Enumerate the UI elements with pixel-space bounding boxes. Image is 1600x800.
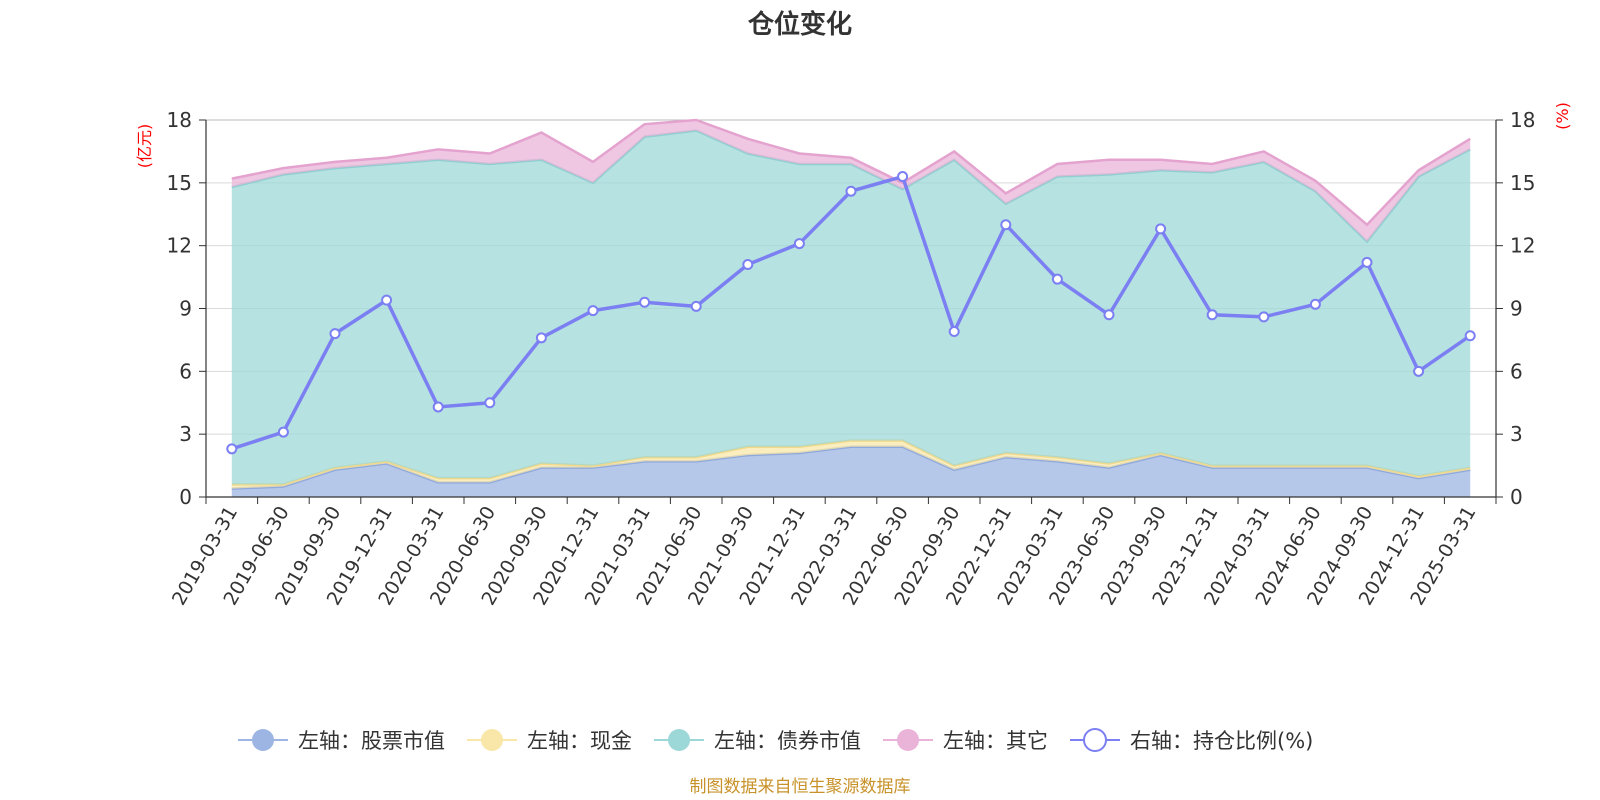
legend-label: 左轴：其它 [943,729,1048,753]
ratio-point [484,397,496,409]
legend[interactable]: 左轴：股票市值 左轴：现金 左轴：债券市值 左轴：其它 右轴：持仓比例(%) [238,728,1313,753]
data-source-note: 制图数据来自恒生聚源数据库 [690,777,911,797]
legend-item[interactable]: 左轴：股票市值 [238,729,445,753]
area-4 [231,120,1471,242]
ratio-point [1413,365,1425,377]
legend-item[interactable]: 左轴：债券市值 [654,729,861,753]
ratio-point [1309,298,1321,310]
left-tick-label: 0 [179,485,192,509]
ratio-point [1051,273,1063,285]
ratio-point [948,326,960,338]
ratio-point [1258,311,1270,323]
ratio-point [432,401,444,413]
ratio-point [1464,330,1476,342]
ratio-point [690,300,702,312]
ratio-point [1206,309,1218,321]
area-layers [231,118,1471,497]
left-tick-label: 12 [167,234,192,258]
right-tick-label: 18 [1510,108,1535,132]
legend-marker [668,729,690,751]
ratio-point [639,296,651,308]
ratio-point [381,294,393,306]
legend-label: 左轴：股票市值 [298,729,445,753]
legend-marker [481,729,503,751]
area-3 [231,130,1471,485]
ratio-point [535,332,547,344]
ratio-point [845,185,857,197]
right-tick-label: 0 [1510,485,1523,509]
ratio-point [742,259,754,271]
left-axis-name: (亿元) [135,124,154,169]
chart-title: 仓位变化 [747,9,852,40]
right-tick-label: 3 [1510,422,1523,446]
left-tick-label: 18 [167,108,192,132]
legend-marker [1083,728,1107,752]
legend-item[interactable]: 左轴：其它 [883,729,1048,753]
left-tick-label: 9 [179,297,192,321]
legend-label: 左轴：债券市值 [714,729,861,753]
legend-marker [897,729,919,751]
left-tick-label: 15 [167,171,192,195]
ratio-point [793,238,805,250]
ratio-point [226,443,238,455]
ratio-point [1000,219,1012,231]
left-tick-label: 6 [179,359,192,383]
right-tick-label: 6 [1510,359,1523,383]
area-1 [231,446,1471,497]
left-tick-label: 3 [179,422,192,446]
ratio-line [226,171,1476,455]
legend-item[interactable]: 左轴：现金 [467,729,632,753]
right-tick-label: 9 [1510,297,1523,321]
ratio-point [1155,223,1167,235]
legend-label: 右轴：持仓比例(%) [1130,729,1313,753]
ratio-point [897,171,909,183]
legend-item[interactable]: 右轴：持仓比例(%) [1070,728,1313,753]
right-tick-label: 15 [1510,171,1535,195]
ratio-point [1361,256,1373,268]
right-axis-name: (%) [1553,102,1572,130]
right-tick-label: 12 [1510,234,1535,258]
legend-marker [252,729,274,751]
ratio-point [329,328,341,340]
area-edge-4 [231,118,1471,227]
ratio-point [587,305,599,317]
ratio-point [277,426,289,438]
legend-label: 左轴：现金 [527,729,632,753]
ratio-point [1103,309,1115,321]
